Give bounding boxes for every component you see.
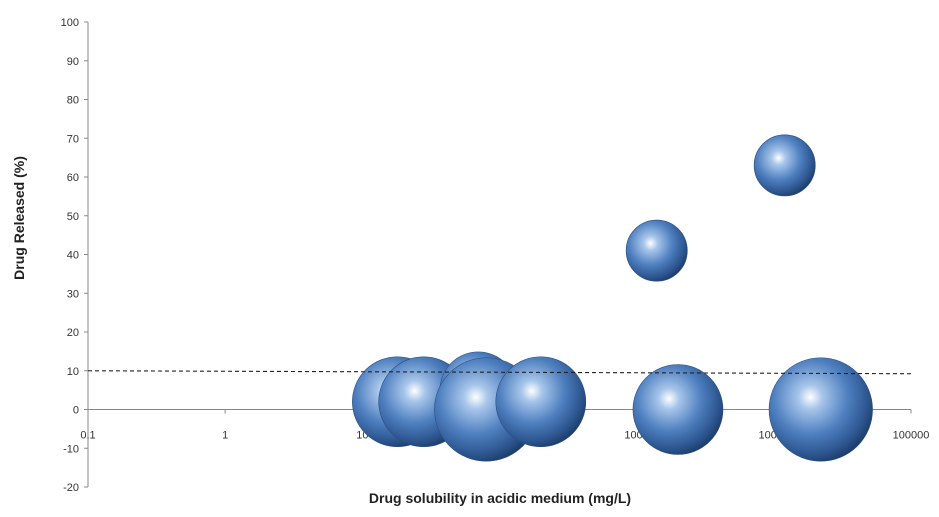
y-tick-label: 30	[67, 288, 79, 300]
y-tick-label: -20	[63, 482, 79, 494]
bubble-point	[768, 357, 873, 462]
y-tick-label: 90	[67, 56, 79, 68]
y-tick-label: 40	[67, 250, 79, 262]
x-tick-label: 0.1	[80, 430, 95, 442]
y-tick-label: 60	[67, 172, 79, 184]
y-tick-label: 50	[67, 211, 79, 223]
bubble-point	[495, 356, 587, 448]
y-tick-label: 20	[67, 327, 79, 339]
y-tick-label: 0	[73, 405, 79, 417]
x-tick-label: 1	[222, 430, 228, 442]
y-tick-label: 10	[67, 366, 79, 378]
y-tick-label: 80	[67, 95, 79, 107]
bubble-point	[632, 364, 724, 455]
y-tick-label: 70	[67, 133, 79, 145]
bubbles	[352, 134, 873, 462]
y-tick-label: -10	[63, 443, 79, 455]
bubble-point	[625, 219, 688, 282]
x-axis-title: Drug solubility in acidic medium (mg/L)	[369, 490, 631, 506]
x-tick-label: 100000	[893, 430, 930, 442]
bubble-point	[753, 134, 816, 197]
y-axis-title: Drug Released (%)	[11, 156, 27, 280]
y-tick-label: 100	[61, 17, 79, 29]
